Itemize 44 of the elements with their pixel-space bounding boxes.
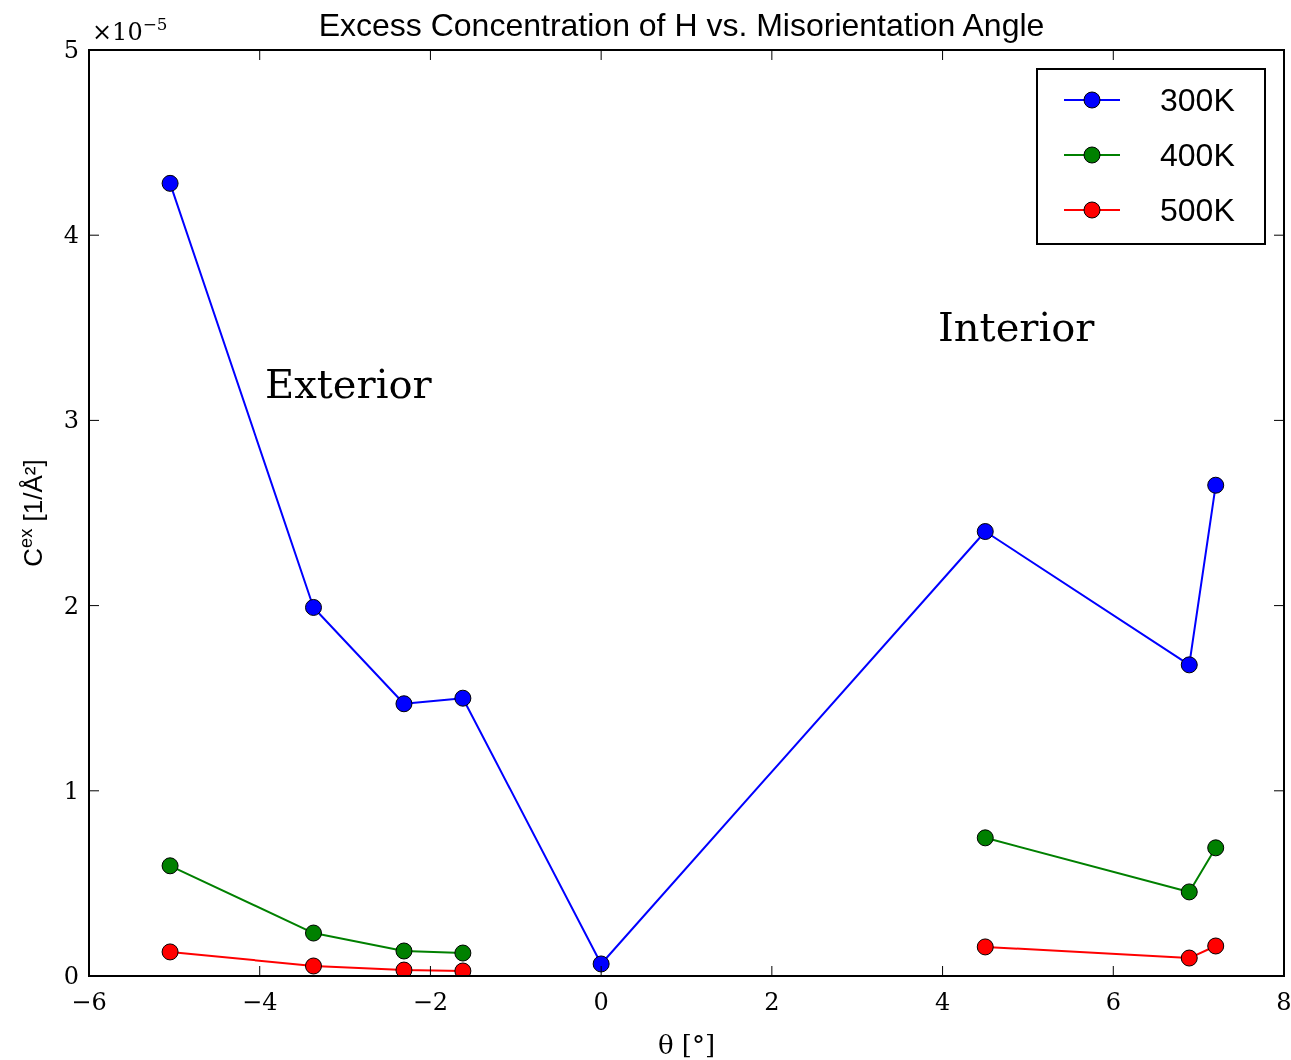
y-tick-label: 4 xyxy=(63,221,79,250)
point xyxy=(454,944,472,962)
point xyxy=(161,857,179,875)
x-tick-label: −2 xyxy=(412,988,449,1016)
point xyxy=(1180,949,1198,967)
point xyxy=(1207,476,1225,494)
point xyxy=(395,961,413,976)
point xyxy=(1180,883,1198,901)
chart-title: Excess Concentration of H vs. Misorientation Angle xyxy=(318,7,1045,43)
legend-label: 500K xyxy=(1160,192,1235,228)
point xyxy=(1207,839,1225,857)
point xyxy=(161,174,179,192)
annotation: Exterior xyxy=(265,361,433,407)
x-tick-label: 2 xyxy=(764,988,780,1016)
point xyxy=(592,955,610,973)
point xyxy=(1180,656,1198,674)
x-tick-label: −4 xyxy=(242,988,278,1016)
point xyxy=(976,829,994,847)
point xyxy=(1207,937,1225,955)
point xyxy=(976,938,994,956)
legend-label: 300K xyxy=(1160,82,1235,118)
point xyxy=(454,689,472,707)
x-tick-label: 8 xyxy=(1276,988,1291,1016)
point xyxy=(976,523,994,541)
y-tick-label: 5 xyxy=(63,36,79,64)
legend-label: 400K xyxy=(1160,137,1235,173)
x-tick-label: 4 xyxy=(934,988,951,1016)
point xyxy=(304,598,322,616)
point xyxy=(161,943,179,961)
y-tick-label: 3 xyxy=(63,406,79,435)
y-tick-label: 2 xyxy=(63,591,79,620)
annotation: Interior xyxy=(938,304,1096,350)
point xyxy=(454,962,472,976)
point xyxy=(304,924,322,942)
text: ×10$^{−5}$ xyxy=(92,14,168,46)
x-tick-label: 6 xyxy=(1105,988,1121,1016)
y-tick-label: 1 xyxy=(63,776,79,805)
y-tick-label: 0 xyxy=(63,962,79,990)
x-tick-label: −6 xyxy=(71,988,107,1016)
point xyxy=(395,695,413,713)
point xyxy=(395,942,413,960)
x-tick-label: 0 xyxy=(593,988,609,1016)
point xyxy=(304,957,322,975)
x-axis-title: θ [°] xyxy=(657,1030,716,1060)
